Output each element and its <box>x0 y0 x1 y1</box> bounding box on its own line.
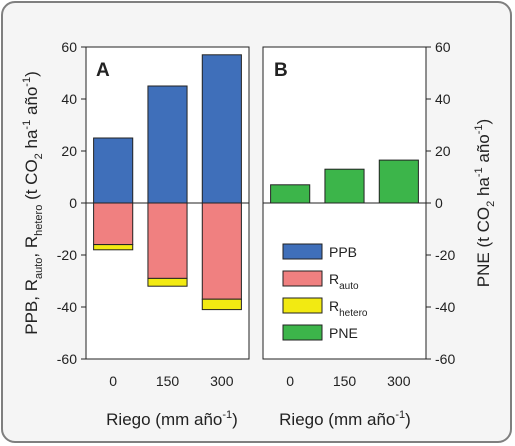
b-ytick-label: -20 <box>435 247 455 263</box>
b-ytick-label: -60 <box>435 351 455 367</box>
a-bar-r-hetero <box>93 244 134 251</box>
a-ytick-label: 40 <box>61 91 77 107</box>
b-xtick-label: 150 <box>333 373 357 389</box>
a-bar-ppb <box>201 54 242 204</box>
legend-swatch-ppb <box>282 243 323 260</box>
legend-label: Rauto <box>329 271 359 292</box>
a-ytick-label: 0 <box>69 195 77 211</box>
a-bar-ppb <box>93 137 134 204</box>
b-ytick-label: 20 <box>435 143 451 159</box>
legend-label: PNE <box>329 325 358 341</box>
x-axis-title-a: Riego (mm año-1) <box>106 409 238 429</box>
a-bar-ppb <box>147 85 188 204</box>
legend-label: PPB <box>329 244 357 260</box>
a-ytick-label: -40 <box>57 299 77 315</box>
a-ytick-label: -20 <box>57 247 77 263</box>
panel-a: A -60 -40 -20 0 20 40 60 0 150 300 <box>57 39 250 389</box>
a-bar-r-hetero <box>201 298 242 311</box>
x-axis-title-b: Riego (mm año-1) <box>279 409 411 429</box>
panel-b-letter: B <box>274 60 288 81</box>
legend-swatch-pne <box>282 324 323 341</box>
a-bar-r-hetero <box>147 277 188 287</box>
legend-swatch-rauto <box>282 270 323 287</box>
y-axis-title-right: PNE (t CO2 ha-1 año-1) <box>473 119 497 287</box>
b-xtick-label: 300 <box>387 373 411 389</box>
a-ytick-label: -60 <box>57 351 77 367</box>
a-xtick-label: 150 <box>156 373 180 389</box>
panel-a-letter: A <box>96 60 110 81</box>
legend-label: Rhetero <box>329 298 368 319</box>
b-bar-pne <box>378 159 419 204</box>
b-ytick-label: -40 <box>435 299 455 315</box>
b-bar-pne <box>270 184 311 204</box>
legend-swatch-rhetero <box>282 297 323 314</box>
a-bar-r-auto <box>93 202 134 246</box>
b-ytick-label: 60 <box>435 39 451 55</box>
a-bar-r-auto <box>201 202 242 300</box>
a-xtick-label: 0 <box>109 373 117 389</box>
a-ytick-label: 20 <box>61 143 77 159</box>
a-ytick-label: 60 <box>61 39 77 55</box>
b-ytick-label: 40 <box>435 91 451 107</box>
y-axis-title-left: PPB, Rauto, Rhetero (t CO2 ha-1 año-1) <box>21 71 45 335</box>
a-bar-r-auto <box>147 202 188 279</box>
b-bar-pne <box>324 168 365 204</box>
b-ytick-label: 0 <box>435 195 443 211</box>
a-xtick-label: 300 <box>210 373 234 389</box>
legend: PPB Rauto Rhetero PNE <box>282 243 368 341</box>
b-xtick-label: 0 <box>286 373 294 389</box>
